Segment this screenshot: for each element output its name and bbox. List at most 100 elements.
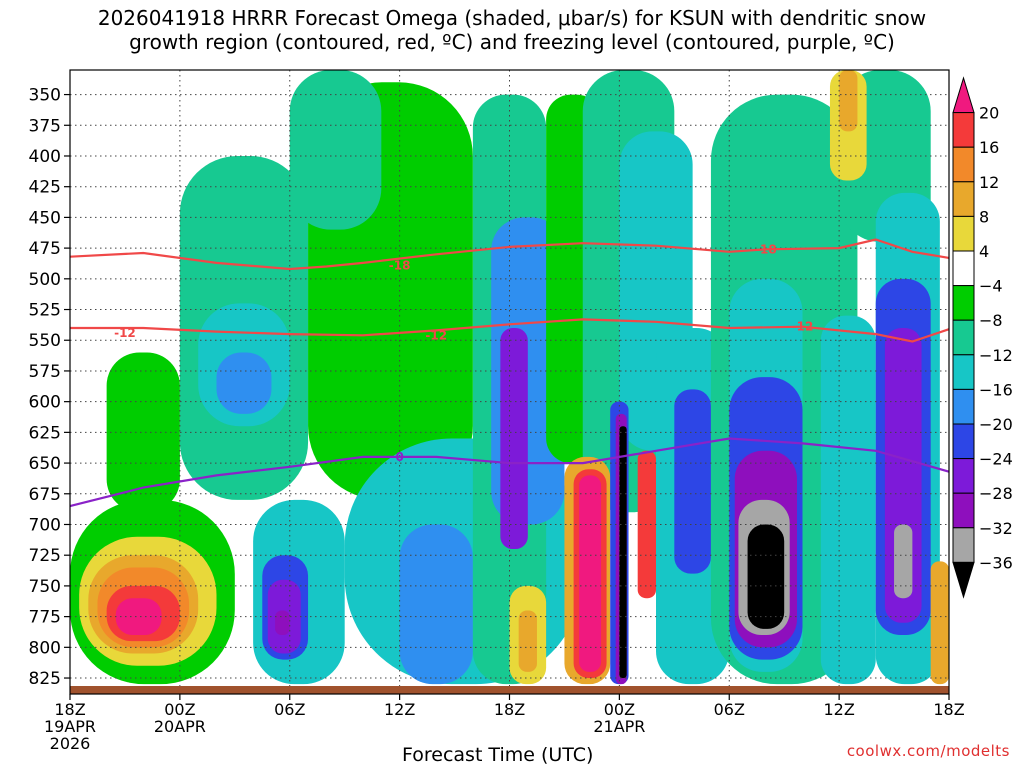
x-tick-label: 20APR xyxy=(154,717,206,736)
chart-title-line-1: 2026041918 HRRR Forecast Omega (shaded, … xyxy=(97,6,927,30)
y-tick-label: 625 xyxy=(29,423,61,443)
omega-cell xyxy=(115,598,162,636)
colorbar-swatch xyxy=(952,423,975,460)
colorbar-swatch xyxy=(952,181,975,217)
x-tick-label: 12Z xyxy=(384,700,415,719)
y-tick-label: 425 xyxy=(29,178,61,198)
omega-cell xyxy=(930,561,949,685)
colorbar-label: 20 xyxy=(979,104,999,123)
y-tick-label: 825 xyxy=(29,669,61,689)
colorbar-swatch xyxy=(952,250,975,287)
terrain-band xyxy=(70,686,949,694)
y-tick-label: 550 xyxy=(29,331,61,351)
x-tick-label: 06Z xyxy=(714,700,745,719)
y-tick-label: 375 xyxy=(29,116,61,136)
contour-label: -12 xyxy=(425,328,447,342)
omega-cell xyxy=(70,82,107,218)
colorbar-label: −16 xyxy=(979,380,1013,399)
y-tick-label: 600 xyxy=(29,393,61,413)
omega-cell xyxy=(500,327,528,550)
omega-cell xyxy=(579,475,602,672)
contour-label: -18 xyxy=(389,258,411,272)
y-tick-label: 525 xyxy=(29,301,61,321)
colorbar-swatch xyxy=(952,319,975,356)
x-tick-label: 18Z xyxy=(54,700,85,719)
contour-line xyxy=(69,238,950,271)
x-axis-label: Forecast Time (UTC) xyxy=(402,744,594,766)
colorbar-swatch xyxy=(952,112,975,148)
y-tick-label: 575 xyxy=(29,362,61,382)
x-tick-label: 19APR xyxy=(44,717,96,736)
colorbar-label: −24 xyxy=(979,450,1013,469)
colorbar-label: −8 xyxy=(979,311,1003,330)
x-tick-label: 06Z xyxy=(274,700,305,719)
x-tick-label: 21APR xyxy=(593,717,645,736)
contour-line xyxy=(70,318,950,343)
chart-title-line-2: growth region (contoured, red, ºC) and f… xyxy=(129,30,895,54)
colorbar-label: −32 xyxy=(979,519,1013,538)
contour-label: 0 xyxy=(395,450,403,464)
colorbar-label: −20 xyxy=(979,415,1013,434)
y-axis-pressure: 350 375 400 425 450 475 500 525 550 575 600 625 650 6… xyxy=(29,86,70,689)
colorbar-arrow-top xyxy=(952,76,975,114)
y-tick-label: 750 xyxy=(29,577,61,597)
y-tick-label: 775 xyxy=(29,608,61,628)
x-tick-label: 12Z xyxy=(823,700,854,719)
omega-cell xyxy=(674,389,711,574)
watermark: coolwx.com/modelts xyxy=(846,742,1010,760)
omega-cell xyxy=(839,70,858,132)
colorbar-label: −4 xyxy=(979,277,1003,296)
omega-heatmap xyxy=(70,70,949,685)
y-tick-label: 400 xyxy=(29,147,61,167)
omega-cell xyxy=(518,610,537,672)
y-tick-label: 725 xyxy=(29,546,61,566)
omega-cell xyxy=(106,352,180,513)
colorbar-label: −12 xyxy=(979,346,1013,365)
colorbar-label: −36 xyxy=(979,553,1013,572)
colorbar-label: −28 xyxy=(979,484,1013,503)
x-tick-label: 2026 xyxy=(50,734,91,753)
contour-lines: -18 -18 -12 -12 -12 0 xyxy=(69,238,950,508)
y-tick-label: 475 xyxy=(29,239,61,259)
omega-cell xyxy=(637,450,656,599)
x-tick-label: 18Z xyxy=(933,700,964,719)
contour-line xyxy=(69,437,950,508)
x-tick-label: 00Z xyxy=(164,700,195,719)
contour-label: -12 xyxy=(114,326,136,340)
y-tick-label: 650 xyxy=(29,454,61,474)
y-tick-label: 500 xyxy=(29,270,61,290)
y-tick-label: 450 xyxy=(29,208,61,228)
colorbar-swatch xyxy=(952,492,975,529)
colorbar-swatch xyxy=(952,146,975,183)
omega-cell xyxy=(289,70,382,230)
omega-cell xyxy=(619,426,627,679)
omega-cell xyxy=(820,315,876,685)
colorbar-label: 4 xyxy=(979,242,989,261)
x-tick-label: 18Z xyxy=(494,700,525,719)
colorbar-label: 8 xyxy=(979,207,989,226)
x-tick-label: 00Z xyxy=(604,700,635,719)
colorbar-label: 16 xyxy=(979,138,999,157)
colorbar-swatch xyxy=(952,354,975,390)
omega-cell xyxy=(275,610,290,636)
omega-cell xyxy=(216,352,272,414)
colorbar-swatch xyxy=(952,285,975,321)
y-tick-label: 350 xyxy=(29,86,61,106)
colorbar-label: 12 xyxy=(979,173,999,192)
colorbar-swatch xyxy=(952,527,975,563)
y-tick-label: 675 xyxy=(29,485,61,505)
colorbar-arrow-bottom xyxy=(952,561,975,599)
y-tick-label: 800 xyxy=(29,638,61,658)
colorbar-swatch xyxy=(952,458,975,494)
contour-label: -18 xyxy=(755,242,777,256)
colorbar-swatch xyxy=(952,388,975,425)
contour-label: -12 xyxy=(792,320,814,334)
colorbar: 20 16 12 8 4 −4 −8 −12 −16 −20 −24 −28 −32 −36 xyxy=(952,76,1013,599)
chart-title: 2026041918 HRRR Forecast Omega (shaded, … xyxy=(0,6,1024,54)
omega-cell xyxy=(747,524,785,629)
omega-cell xyxy=(894,524,913,599)
y-tick-label: 700 xyxy=(29,515,61,535)
omega-cell xyxy=(399,524,473,685)
